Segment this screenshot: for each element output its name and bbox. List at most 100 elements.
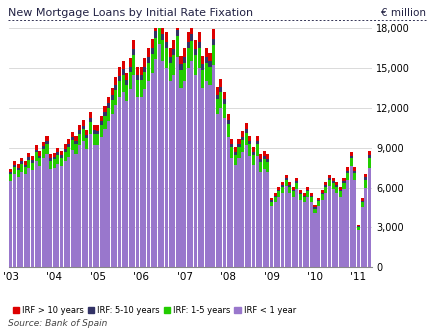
Bar — [38, 158, 41, 166]
Bar — [209, 85, 212, 267]
Bar — [205, 63, 208, 81]
Bar — [165, 32, 168, 42]
Bar — [125, 80, 128, 85]
Text: New Mortgage Loans by Initial Rate Fixation: New Mortgage Loans by Initial Rate Fixat… — [8, 8, 253, 18]
Bar — [256, 136, 259, 141]
Bar — [162, 40, 165, 61]
Bar — [223, 104, 226, 118]
Bar — [183, 57, 186, 63]
Bar — [165, 48, 168, 68]
Bar — [339, 190, 342, 191]
Bar — [187, 68, 190, 267]
Bar — [20, 172, 23, 267]
Bar — [219, 79, 222, 87]
Bar — [60, 158, 63, 166]
Bar — [281, 187, 284, 193]
Bar — [248, 136, 251, 141]
Bar — [78, 125, 81, 130]
Bar — [132, 50, 136, 55]
Bar — [361, 208, 364, 267]
Bar — [245, 133, 248, 145]
Bar — [38, 166, 41, 267]
Bar — [140, 80, 143, 97]
Bar — [150, 73, 154, 267]
Bar — [56, 155, 60, 164]
Bar — [314, 207, 317, 209]
Bar — [263, 169, 266, 267]
Text: € million: € million — [381, 8, 426, 18]
Bar — [245, 145, 248, 267]
Bar — [270, 202, 273, 206]
Bar — [205, 48, 208, 57]
Bar — [158, 44, 161, 267]
Bar — [238, 158, 241, 267]
Bar — [324, 193, 327, 267]
Bar — [67, 144, 70, 147]
Bar — [277, 191, 280, 197]
Bar — [212, 45, 215, 65]
Bar — [353, 171, 356, 173]
Bar — [212, 65, 215, 267]
Bar — [267, 172, 270, 267]
Bar — [194, 50, 197, 55]
Bar — [143, 72, 146, 89]
Bar — [273, 197, 277, 202]
Bar — [27, 160, 31, 168]
Bar — [230, 144, 233, 148]
Bar — [100, 125, 103, 137]
Bar — [346, 180, 349, 267]
Bar — [24, 167, 27, 174]
Bar — [191, 24, 194, 34]
Bar — [259, 159, 262, 162]
Bar — [150, 54, 154, 73]
Bar — [129, 72, 132, 89]
Bar — [194, 75, 197, 267]
Bar — [191, 61, 194, 267]
Bar — [118, 97, 121, 267]
Bar — [187, 32, 190, 42]
Bar — [248, 141, 251, 145]
Bar — [9, 169, 13, 172]
Bar — [125, 73, 128, 80]
Bar — [49, 158, 52, 161]
Bar — [349, 158, 353, 166]
Bar — [328, 178, 331, 180]
Bar — [285, 186, 288, 267]
Bar — [314, 213, 317, 267]
Bar — [114, 90, 118, 105]
Bar — [172, 50, 175, 55]
Bar — [13, 161, 16, 165]
Bar — [60, 151, 63, 155]
Bar — [281, 193, 284, 267]
Bar — [306, 187, 309, 190]
Bar — [288, 185, 291, 187]
Bar — [64, 149, 67, 152]
Bar — [129, 58, 132, 67]
Bar — [129, 89, 132, 267]
Bar — [89, 122, 92, 134]
Bar — [349, 152, 353, 156]
Bar — [187, 48, 190, 68]
Bar — [67, 139, 70, 144]
Bar — [118, 67, 121, 76]
Bar — [353, 180, 356, 267]
Bar — [252, 147, 255, 151]
Bar — [267, 162, 270, 172]
Bar — [179, 88, 183, 267]
Bar — [92, 145, 95, 267]
Bar — [230, 139, 233, 144]
Bar — [53, 168, 56, 267]
Bar — [86, 130, 89, 135]
Bar — [226, 120, 230, 124]
Bar — [343, 183, 346, 189]
Bar — [197, 48, 201, 68]
Bar — [89, 118, 92, 122]
Bar — [45, 136, 48, 141]
Bar — [335, 187, 338, 193]
Bar — [212, 39, 215, 45]
Bar — [299, 190, 302, 193]
Bar — [86, 149, 89, 267]
Bar — [328, 175, 331, 178]
Bar — [158, 21, 161, 44]
Bar — [158, 15, 161, 21]
